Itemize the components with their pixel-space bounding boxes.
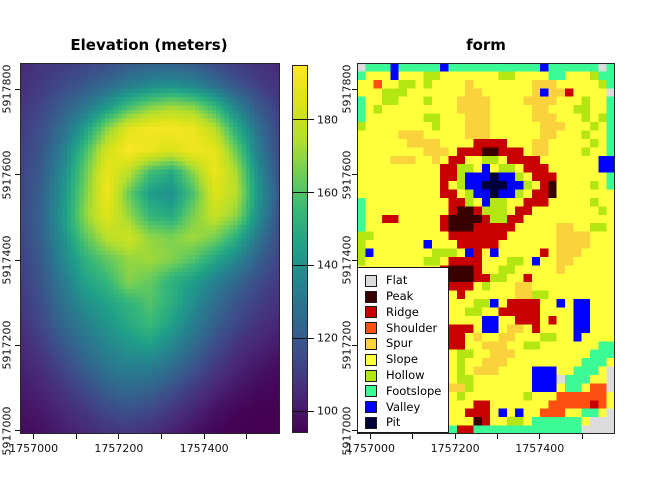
legend-label: Pit	[386, 415, 401, 430]
legend-item-pit: Pit	[365, 415, 448, 431]
elevation-plot-title: Elevation (meters)	[70, 36, 228, 54]
x-axis-tick	[412, 434, 414, 439]
legend-swatch-pit	[365, 417, 377, 430]
x-axis-tick	[539, 434, 541, 439]
y-axis-label: 5917000	[0, 406, 14, 456]
colorbar-tick	[292, 119, 314, 121]
x-axis-tick	[118, 434, 120, 439]
y-axis-tick	[15, 88, 20, 90]
colorbar-tick-label: 100	[317, 404, 338, 418]
legend-label: Valley	[386, 399, 421, 414]
legend-swatch-valley	[365, 401, 377, 414]
colorbar-tick-label: 180	[317, 113, 338, 127]
y-axis-tick	[15, 259, 20, 261]
x-axis-tick	[246, 434, 248, 439]
legend-item-shoulder: Shoulder	[365, 320, 448, 336]
legend-label: Hollow	[386, 367, 425, 382]
x-axis-label: 1757200	[430, 442, 480, 455]
y-axis-tick	[352, 344, 357, 346]
colorbar-tick	[292, 337, 314, 339]
legend-swatch-hollow	[365, 369, 377, 382]
legend-label: Flat	[386, 273, 408, 288]
legend-item-ridge: Ridge	[365, 305, 448, 321]
y-axis-label: 5917400	[340, 235, 354, 285]
x-axis-tick	[581, 434, 583, 439]
y-axis-label: 5917600	[0, 150, 14, 200]
colorbar-tick-label: 140	[317, 258, 338, 272]
legend-label: Spur	[386, 336, 413, 351]
y-axis-tick	[15, 174, 20, 176]
legend-item-peak: Peak	[365, 289, 448, 305]
legend-label: Slope	[386, 352, 418, 367]
y-axis-tick	[352, 430, 357, 432]
elevation-colorbar	[292, 65, 308, 433]
x-axis-tick	[370, 434, 372, 439]
y-axis-label: 5917800	[0, 64, 14, 114]
x-axis-tick	[75, 434, 77, 439]
y-axis-label: 5917200	[340, 320, 354, 370]
y-axis-label: 5917000	[340, 406, 354, 456]
legend-item-spur: Spur	[365, 336, 448, 352]
x-axis-tick	[33, 434, 35, 439]
legend-label: Shoulder	[386, 320, 438, 335]
y-axis-tick	[15, 430, 20, 432]
legend-item-flat: Flat	[365, 273, 448, 289]
form-plot-title: form	[466, 36, 506, 54]
legend-item-slope: Slope	[365, 352, 448, 368]
colorbar-tick	[292, 264, 314, 266]
legend-label: Footslope	[386, 383, 442, 398]
legend-swatch-spur	[365, 338, 377, 351]
legend-item-footslope: Footslope	[365, 384, 448, 400]
legend-item-valley: Valley	[365, 399, 448, 415]
x-axis-label: 1757200	[94, 442, 144, 455]
y-axis-tick	[352, 88, 357, 90]
legend-label: Peak	[386, 288, 414, 303]
legend-item-hollow: Hollow	[365, 368, 448, 384]
legend-swatch-shoulder	[365, 322, 377, 335]
y-axis-label: 5917800	[340, 64, 354, 114]
x-axis-label: 1757000	[346, 442, 396, 455]
legend-swatch-peak	[365, 290, 377, 303]
elevation-raster	[20, 63, 280, 434]
y-axis-tick	[15, 344, 20, 346]
colorbar-tick	[292, 410, 314, 412]
legend-swatch-footslope	[365, 385, 377, 398]
form-legend: Flat Peak Ridge Shoulder Spur Slope Hollow Foot…	[357, 267, 449, 433]
y-axis-tick	[352, 259, 357, 261]
legend-label: Ridge	[386, 304, 419, 319]
y-axis-tick	[352, 174, 357, 176]
legend-swatch-slope	[365, 353, 377, 366]
legend-swatch-flat	[365, 274, 377, 287]
x-axis-tick	[496, 434, 498, 439]
y-axis-label: 5917600	[340, 150, 354, 200]
y-axis-label: 5917200	[0, 320, 14, 370]
x-axis-tick	[454, 434, 456, 439]
legend-swatch-ridge	[365, 306, 377, 319]
x-axis-tick	[203, 434, 205, 439]
x-axis-label: 1757400	[515, 442, 565, 455]
x-axis-label: 1757400	[179, 442, 229, 455]
y-axis-label: 5917400	[0, 235, 14, 285]
x-axis-label: 1757000	[9, 442, 59, 455]
colorbar-tick-label: 120	[317, 331, 338, 345]
x-axis-tick	[161, 434, 162, 439]
colorbar-tick-label: 160	[317, 186, 338, 200]
colorbar-tick	[292, 192, 314, 194]
